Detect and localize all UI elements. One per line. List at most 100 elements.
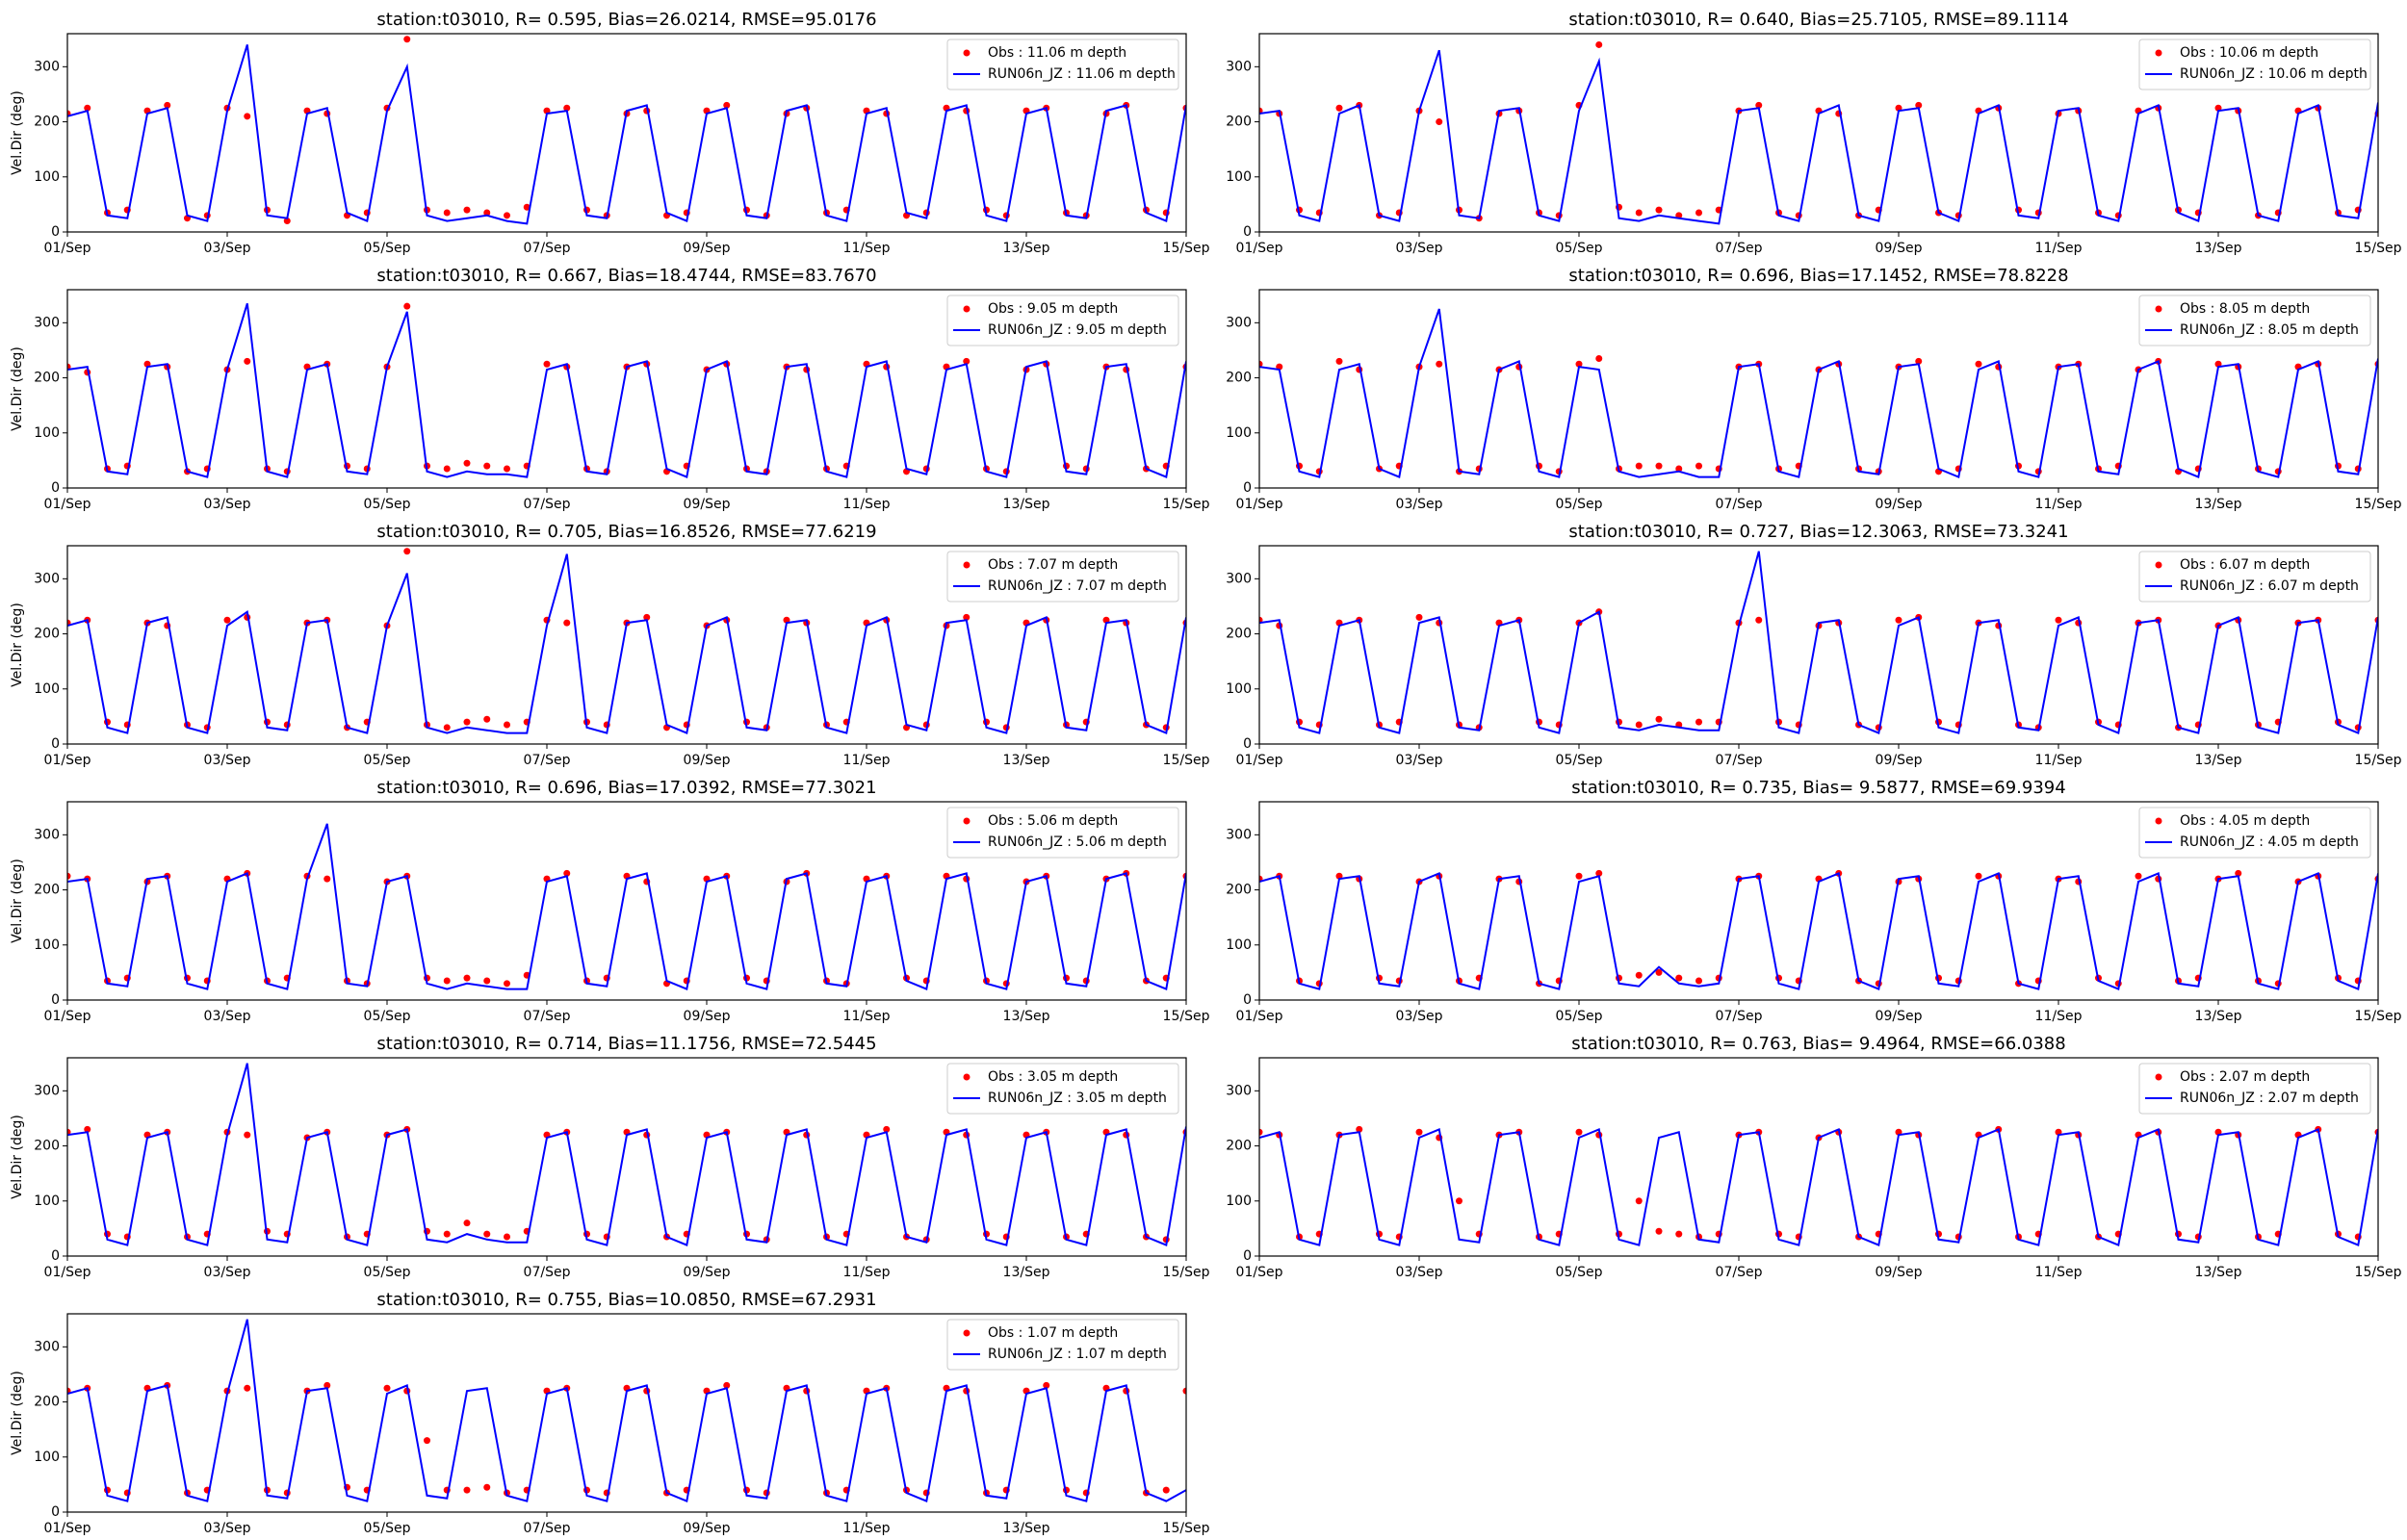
x-tick-label: 05/Sep — [1556, 1009, 1603, 1024]
x-tick-label: 07/Sep — [524, 1521, 571, 1536]
x-tick-label: 09/Sep — [684, 241, 731, 256]
obs-point — [403, 302, 411, 310]
obs-point — [1575, 1128, 1583, 1136]
x-tick-label: 13/Sep — [1003, 497, 1050, 512]
axes-frame — [66, 33, 1187, 233]
x-tick-label: 07/Sep — [1716, 241, 1763, 256]
obs-point — [563, 869, 571, 877]
x-tick-label: 15/Sep — [2355, 241, 2402, 256]
y-tick-label: 200 — [1226, 371, 1252, 386]
y-tick-label: 300 — [34, 571, 60, 586]
x-tick-label: 01/Sep — [44, 1009, 91, 1024]
obs-point — [1635, 209, 1643, 217]
legend-label: Obs : 7.07 m depth — [988, 557, 1118, 573]
axes-frame — [66, 289, 1187, 489]
x-tick-label: 11/Sep — [843, 1265, 891, 1280]
obs-point — [1436, 360, 1443, 368]
chart-title: station:t03010, R= 0.755, Bias=10.0850, … — [376, 1290, 876, 1310]
model-line — [67, 44, 1186, 225]
y-tick-label: 300 — [34, 315, 60, 330]
subplot: station:t03010, R= 0.640, Bias=25.7105, … — [1226, 10, 2401, 256]
legend-label: Obs : 11.06 m depth — [988, 45, 1126, 61]
y-tick-label: 200 — [1226, 627, 1252, 642]
x-tick-label: 11/Sep — [2035, 753, 2083, 768]
obs-point — [1915, 101, 1923, 109]
x-tick-label: 09/Sep — [1876, 1009, 1923, 1024]
legend-marker — [2155, 561, 2162, 569]
y-tick-label: 300 — [1226, 827, 1252, 842]
y-tick-label: 300 — [34, 59, 60, 74]
x-tick-label: 13/Sep — [2195, 241, 2242, 256]
x-tick-label: 01/Sep — [44, 1265, 91, 1280]
x-tick-label: 03/Sep — [204, 1265, 251, 1280]
legend-marker — [963, 561, 971, 569]
legend-marker — [963, 305, 971, 313]
y-tick-label: 100 — [1226, 169, 1252, 185]
obs-point — [463, 206, 471, 214]
plot-area — [67, 36, 1186, 225]
y-tick-label: 200 — [34, 115, 60, 130]
plot-area — [1259, 1125, 2378, 1247]
subplot: station:t03010, R= 0.763, Bias= 9.4964, … — [1226, 1034, 2401, 1280]
obs-point — [1335, 357, 1343, 365]
x-tick-label: 01/Sep — [44, 241, 91, 256]
subplot: station:t03010, R= 0.705, Bias=16.8526, … — [10, 522, 1210, 768]
legend-marker — [963, 817, 971, 825]
obs-point — [963, 357, 971, 365]
obs-point — [1755, 101, 1763, 109]
y-tick-label: 0 — [1243, 992, 1252, 1008]
y-tick-label: 100 — [34, 1450, 60, 1465]
x-tick-label: 01/Sep — [44, 497, 91, 512]
subplot: station:t03010, R= 0.727, Bias=12.3063, … — [1226, 522, 2401, 768]
obs-point — [1695, 718, 1702, 726]
chart-title: station:t03010, R= 0.705, Bias=16.8526, … — [376, 522, 876, 542]
x-tick-label: 11/Sep — [2035, 497, 2083, 512]
obs-point — [483, 462, 491, 470]
x-tick-label: 07/Sep — [524, 1009, 571, 1024]
plot-area — [67, 823, 1186, 991]
x-tick-label: 05/Sep — [364, 1521, 411, 1536]
x-tick-label: 01/Sep — [44, 1521, 91, 1536]
y-tick-label: 300 — [1226, 315, 1252, 330]
obs-point — [383, 1384, 391, 1392]
obs-point — [443, 465, 451, 473]
obs-point — [563, 619, 571, 627]
y-tick-label: 0 — [1243, 224, 1252, 240]
y-tick-label: 200 — [34, 883, 60, 898]
x-tick-label: 15/Sep — [2355, 753, 2402, 768]
legend-label: RUN06n_JZ : 8.05 m depth — [2180, 322, 2359, 338]
obs-point — [1695, 462, 1702, 470]
y-tick-label: 200 — [1226, 115, 1252, 130]
subplot: station:t03010, R= 0.755, Bias=10.0850, … — [10, 1290, 1210, 1536]
x-tick-label: 15/Sep — [2355, 1265, 2402, 1280]
legend-box — [946, 295, 1179, 346]
obs-point — [244, 357, 251, 365]
x-tick-label: 11/Sep — [843, 1521, 891, 1536]
x-tick-label: 09/Sep — [684, 1009, 731, 1024]
obs-point — [504, 721, 510, 729]
obs-point — [403, 36, 411, 43]
y-tick-label: 200 — [34, 1395, 60, 1410]
obs-point — [244, 1384, 251, 1392]
x-tick-label: 05/Sep — [364, 1265, 411, 1280]
y-tick-label: 0 — [51, 224, 60, 240]
obs-point — [1755, 616, 1763, 624]
legend-box — [946, 1319, 1179, 1371]
x-tick-label: 07/Sep — [524, 497, 571, 512]
y-tick-label: 100 — [1226, 1194, 1252, 1209]
plot-area — [1259, 40, 2378, 225]
x-tick-label: 09/Sep — [1876, 497, 1923, 512]
obs-point — [504, 980, 510, 988]
obs-point — [504, 212, 510, 219]
y-tick-label: 200 — [1226, 883, 1252, 898]
x-tick-label: 05/Sep — [364, 241, 411, 256]
legend-label: Obs : 4.05 m depth — [2180, 813, 2310, 829]
model-line — [1259, 551, 2378, 735]
obs-point — [1655, 1227, 1663, 1235]
legend-marker — [963, 1329, 971, 1337]
x-tick-label: 11/Sep — [2035, 241, 2083, 256]
obs-point — [1595, 869, 1603, 877]
x-tick-label: 09/Sep — [1876, 1265, 1923, 1280]
legend-label: RUN06n_JZ : 11.06 m depth — [988, 66, 1176, 82]
x-tick-label: 09/Sep — [684, 1521, 731, 1536]
